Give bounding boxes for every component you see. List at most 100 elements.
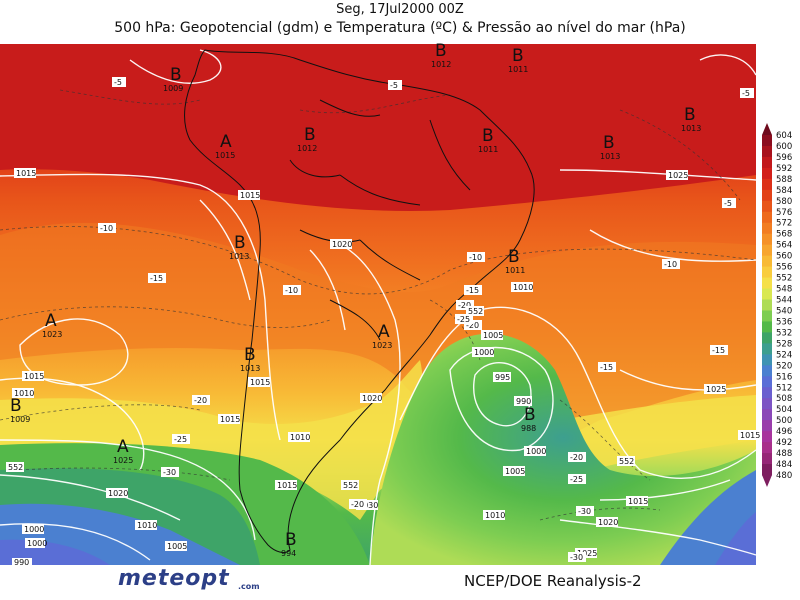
isobar-label: 1020	[360, 393, 382, 403]
colorbar-swatch	[762, 167, 772, 180]
isobar-label: 1005	[503, 466, 525, 476]
isotherms	[0, 89, 757, 521]
geopotential-labels: 552 552 552 552	[6, 306, 635, 490]
colorbar-level-label: 592	[776, 164, 792, 174]
colorbar-swatch	[762, 156, 772, 169]
svg-text:1015: 1015	[240, 191, 260, 200]
svg-text:B: B	[524, 405, 536, 425]
svg-text:1005: 1005	[167, 542, 187, 551]
colorbar-level-label: 572	[776, 219, 792, 229]
svg-text:B: B	[10, 396, 22, 416]
svg-text:B: B	[285, 530, 297, 550]
colorbar-swatch	[762, 211, 772, 224]
svg-text:B: B	[435, 41, 447, 61]
temperature-label: -15	[712, 346, 725, 355]
colorbar-level-label: 504	[776, 405, 792, 415]
svg-text:1013: 1013	[229, 252, 249, 261]
svg-text:A: A	[117, 437, 129, 457]
isobar-label: 1015	[14, 168, 36, 178]
temperature-label: -15	[600, 363, 613, 372]
isobar-label: 1015	[248, 377, 270, 387]
svg-text:1010: 1010	[513, 283, 533, 292]
temperature-label: -10	[664, 260, 677, 269]
temperature-label: -10	[469, 253, 482, 262]
svg-text:1000: 1000	[27, 539, 47, 548]
svg-text:1013: 1013	[600, 152, 620, 161]
temperature-label: -25	[570, 475, 583, 484]
svg-text:A: A	[220, 132, 232, 152]
svg-text:994: 994	[281, 549, 296, 558]
svg-text:1015: 1015	[740, 431, 760, 440]
colorbar: 6046005965925885845805765725685645605565…	[762, 123, 792, 487]
colorbar-labels: 6046005965925885845805765725685645605565…	[776, 131, 792, 481]
colorbar-level-label: 488	[776, 449, 792, 459]
svg-text:1015: 1015	[215, 151, 235, 160]
isobar-label: 1000	[524, 446, 546, 456]
svg-text:1011: 1011	[478, 145, 498, 154]
svg-text:990: 990	[516, 397, 531, 406]
svg-text:1015: 1015	[16, 169, 36, 178]
colorbar-level-label: 584	[776, 186, 792, 196]
svg-text:1011: 1011	[508, 65, 528, 74]
svg-text:A: A	[45, 311, 57, 331]
svg-text:B: B	[508, 247, 520, 267]
colorbar-swatches	[762, 123, 772, 487]
svg-text:1010: 1010	[485, 511, 505, 520]
colorbar-swatch	[762, 222, 772, 235]
colorbar-swatch	[762, 310, 772, 322]
colorbar-level-label: 516	[776, 372, 792, 382]
map-title-date: Seg, 17Jul2000 00Z	[336, 2, 464, 17]
svg-text:1000: 1000	[474, 348, 494, 357]
colorbar-swatch	[762, 288, 772, 301]
colorbar-swatch	[762, 266, 772, 279]
isobar-label: 1020	[596, 517, 618, 527]
colorbar-swatch	[762, 343, 772, 355]
colorbar-swatch	[762, 299, 772, 311]
temperature-label: -5	[724, 199, 732, 208]
svg-text:1009: 1009	[10, 415, 30, 424]
svg-text:1013: 1013	[681, 124, 701, 133]
svg-text:1000: 1000	[526, 447, 546, 456]
isobar-label: 1015	[275, 480, 297, 490]
colorbar-level-label: 548	[776, 285, 792, 295]
colorbar-level-label: 484	[776, 460, 792, 470]
colorbar-swatch	[762, 332, 772, 344]
colorbar-level-label: 508	[776, 394, 792, 404]
isobar-label: 990	[12, 558, 32, 567]
svg-text:B: B	[603, 133, 615, 153]
colorbar-level-label: 544	[776, 296, 792, 306]
svg-text:1025: 1025	[706, 385, 726, 394]
svg-text:1015: 1015	[628, 497, 648, 506]
colorbar-swatch	[762, 189, 772, 202]
colorbar-swatch	[762, 431, 772, 443]
colorbar-swatch	[762, 255, 772, 268]
temperature-label: -20	[570, 453, 583, 462]
svg-text:1010: 1010	[137, 521, 157, 530]
colorbar-level-label: 500	[776, 416, 792, 426]
isobar-labels: 1015 1015 1020 1015 1010 1015 1010 1015 …	[12, 168, 760, 567]
isobar-label: 1015	[626, 496, 648, 506]
colorbar-bottom-arrow	[762, 475, 772, 487]
data-source-label: NCEP/DOE Reanalysis-2	[464, 572, 642, 590]
temperature-label: -15	[466, 286, 479, 295]
svg-text:1010: 1010	[14, 389, 34, 398]
isobar-label: 1005	[481, 330, 503, 340]
colorbar-swatch	[762, 321, 772, 333]
temperature-label: -5	[114, 78, 122, 87]
isobar-label: 995	[493, 372, 511, 382]
temperature-labels: -5 -5 -5 -5 -10 -15 -10 -10 -15 -20 -20 …	[98, 77, 754, 562]
geopotential-label: 552	[8, 463, 23, 472]
svg-text:B: B	[234, 233, 246, 253]
svg-text:B: B	[684, 105, 696, 125]
svg-text:1009: 1009	[163, 84, 183, 93]
colorbar-swatch	[762, 277, 772, 290]
colorbar-swatch	[762, 244, 772, 257]
temperature-label: -5	[390, 81, 398, 90]
temperature-label: -20	[194, 396, 207, 405]
colorbar-level-label: 528	[776, 339, 792, 349]
svg-text:1012: 1012	[297, 144, 317, 153]
